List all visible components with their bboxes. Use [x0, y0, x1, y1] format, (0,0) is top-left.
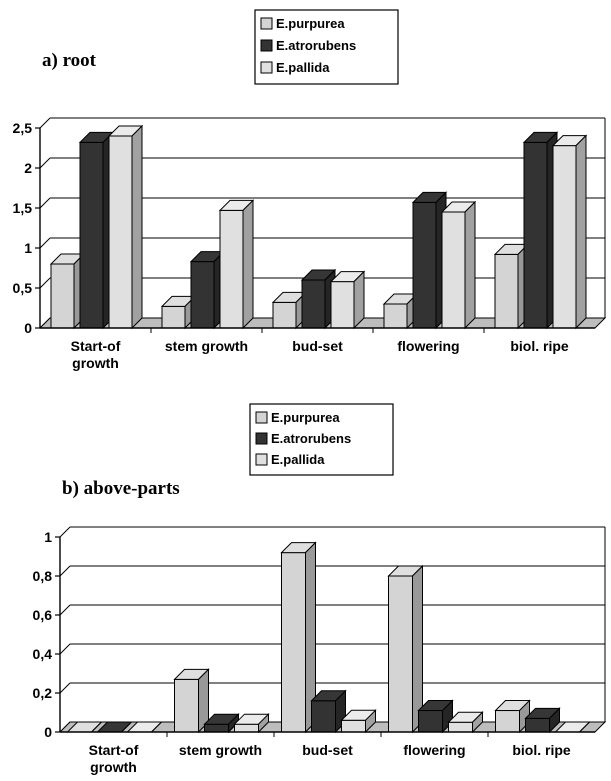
legend-swatch-atrorubens — [260, 39, 273, 52]
above-parts-chart-title: b) above-parts — [62, 478, 180, 499]
bar-side-pallida — [258, 712, 269, 734]
bar-side-pallida — [131, 124, 143, 330]
y-tick-label: 0,6 — [33, 607, 53, 623]
bar-side-pallida — [464, 200, 476, 330]
y-tick-label: 1 — [24, 240, 32, 256]
bar-side-atrorubens — [121, 721, 132, 733]
y-tick-label: 0 — [24, 320, 32, 336]
x-tick-label: growth — [72, 355, 119, 371]
bar-purpurea — [161, 305, 186, 329]
legend-label-pallida: E.pallida — [271, 452, 325, 467]
legend-label-atrorubens: E.atrorubens — [276, 38, 356, 53]
bar-pallida — [448, 721, 473, 733]
bar-purpurea — [388, 575, 413, 733]
gridline-side — [39, 157, 51, 169]
bar-atrorubens — [418, 710, 443, 733]
bar-side-purpurea — [91, 721, 102, 733]
y-tick-label: 2,5 — [13, 120, 33, 136]
bar-atrorubens — [311, 700, 336, 733]
x-tick-label: flowering — [397, 338, 459, 354]
legend-swatch-purpurea — [255, 411, 268, 424]
gridline-side — [39, 237, 51, 249]
x-tick-label: flowering — [403, 742, 465, 758]
bar-atrorubens — [525, 717, 550, 733]
bar-side-purpurea — [412, 564, 423, 734]
x-tick-label: biol. ripe — [512, 742, 571, 758]
bar-side-atrorubens — [549, 707, 560, 734]
bar-side-pallida — [472, 711, 483, 734]
bar-atrorubens — [301, 279, 326, 329]
gridline-side — [39, 197, 51, 209]
x-tick-label: stem growth — [179, 742, 262, 758]
x-tick-label: bud-set — [302, 742, 353, 758]
y-tick-label: 0 — [44, 724, 52, 740]
x-tick-label: Start-of — [89, 742, 139, 758]
gridline-side — [39, 277, 51, 289]
root-chart: a) root E.purpureaE.atrorubensE.pallida … — [13, 9, 607, 371]
bar-side-pallida — [365, 709, 376, 734]
x-tick-label: biol. ripe — [510, 338, 569, 354]
legend-label-pallida: E.pallida — [276, 60, 330, 75]
x-tick-label: stem growth — [165, 338, 248, 354]
y-tick-label: 0,8 — [33, 568, 53, 584]
bar-side-pallida — [242, 199, 254, 330]
x-tick-label: Start-of — [71, 338, 121, 354]
legend-box — [254, 9, 399, 85]
bar-side-pallida — [353, 270, 365, 330]
legend-swatch-purpurea — [260, 17, 273, 30]
gridline-side — [59, 604, 71, 616]
bar-side-pallida — [575, 134, 587, 330]
bar-side-pallida — [579, 721, 590, 733]
bar-purpurea — [272, 301, 297, 329]
root-chart-legend: E.purpurea E.atrorubens E.pallida — [254, 9, 399, 85]
above-parts-chart: b) above-parts E.purpureaE.atrorubensE.p… — [33, 403, 607, 775]
bar-pallida — [441, 211, 466, 329]
bar-pallida — [341, 719, 366, 733]
legend-swatch-pallida — [260, 61, 273, 74]
bar-purpurea — [495, 710, 520, 733]
legend-label-atrorubens: E.atrorubens — [271, 431, 351, 446]
gridline-side — [39, 117, 51, 129]
legend-swatch-atrorubens — [255, 432, 268, 445]
bar-purpurea — [383, 303, 408, 329]
bar-atrorubens — [190, 261, 215, 329]
bar-pallida — [234, 723, 259, 733]
bar-pallida — [108, 135, 133, 329]
bar-atrorubens — [204, 723, 229, 733]
legend-label-purpurea: E.purpurea — [271, 410, 340, 425]
gridline-side — [59, 565, 71, 577]
bar-atrorubens — [79, 141, 104, 329]
above-parts-chart-legend: E.purpurea E.atrorubens E.pallida — [249, 403, 394, 476]
gridline-side — [59, 682, 71, 694]
root-chart-title: a) root — [42, 50, 97, 71]
bar-side-pallida — [151, 721, 162, 733]
y-tick-label: 1 — [44, 529, 52, 545]
bar-atrorubens — [412, 201, 437, 329]
bar-purpurea — [174, 678, 199, 733]
bar-purpurea — [494, 253, 519, 329]
y-tick-label: 0,5 — [13, 280, 33, 296]
legend-label-purpurea: E.purpurea — [276, 16, 345, 31]
bar-pallida — [552, 145, 577, 329]
bar-purpurea — [50, 263, 75, 329]
x-tick-label: growth — [90, 759, 137, 775]
y-tick-label: 1,5 — [13, 200, 33, 216]
bar-pallida — [330, 281, 355, 329]
legend-swatch-pallida — [255, 453, 268, 466]
legend-box — [249, 403, 394, 476]
y-tick-label: 2 — [24, 160, 32, 176]
bar-atrorubens — [523, 141, 548, 329]
gridline-side — [59, 643, 71, 655]
gridline-side — [59, 526, 71, 538]
y-tick-label: 0,2 — [33, 685, 53, 701]
bar-purpurea — [281, 552, 306, 733]
y-tick-label: 0,4 — [33, 646, 53, 662]
bar-pallida — [219, 209, 244, 329]
x-tick-label: bud-set — [292, 338, 343, 354]
